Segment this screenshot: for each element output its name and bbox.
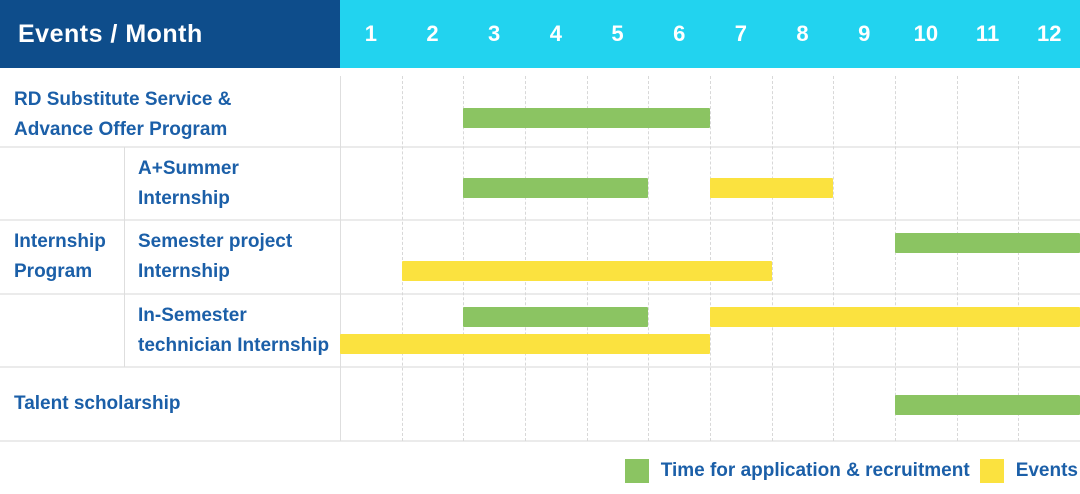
month-label: 8 <box>796 21 809 46</box>
row-label-semester-project-internship: Semester project Internship <box>138 231 293 282</box>
month-header-row: 1 2 3 4 5 6 7 8 9 10 11 12 <box>340 0 1080 68</box>
gantt-bar-green <box>895 395 1080 415</box>
group-sublabel-divider <box>124 147 125 367</box>
month-label: 7 <box>734 21 747 46</box>
month-gridline <box>525 76 526 441</box>
month-label: 6 <box>673 21 686 46</box>
month-label: 9 <box>858 21 871 46</box>
group-label-internship-program: Internship Program <box>14 231 106 282</box>
green-swatch-icon <box>624 459 649 483</box>
month-label: 10 <box>913 21 939 46</box>
gantt-bar-green <box>463 178 649 198</box>
legend-item-events: Events <box>979 459 1078 483</box>
table-bottom-border <box>0 440 1080 442</box>
month-gridline <box>956 76 958 441</box>
row-separator <box>0 366 1080 368</box>
month-gridline <box>1018 76 1020 441</box>
month-label: 12 <box>1036 21 1062 46</box>
gantt-bar-yellow <box>710 307 1080 327</box>
month-gridline <box>648 76 650 441</box>
row-separator <box>0 146 1080 148</box>
legend-label-events: Events <box>1015 460 1078 481</box>
yellow-swatch-icon <box>979 459 1004 483</box>
row-label-in-semester-technician-internship: In-Semester technician Internship <box>138 304 330 356</box>
month-gridline <box>586 76 588 441</box>
legend-label-application: Time for application & recruitment <box>660 460 970 481</box>
month-label: 2 <box>426 21 439 46</box>
gantt-bar-green <box>463 108 710 128</box>
month-label: 1 <box>364 21 377 46</box>
label-chart-divider <box>340 76 341 441</box>
month-gridline <box>771 76 773 441</box>
legend-item-application: Time for application & recruitment <box>624 459 970 483</box>
month-gridline <box>463 76 465 441</box>
gantt-bar-green <box>895 233 1080 253</box>
month-label: 11 <box>975 21 1000 46</box>
gantt-bar-green <box>463 307 649 327</box>
row-label-a-plus-summer-internship: A+Summer Internship <box>138 157 239 209</box>
month-gridline <box>895 76 896 441</box>
month-gridline <box>710 76 711 441</box>
month-gridline <box>833 76 835 441</box>
month-gridline <box>401 76 403 441</box>
gantt-bar-yellow <box>340 334 710 354</box>
events-month-header-cell: Events / Month <box>0 0 340 68</box>
chart-title: Events / Month <box>18 19 203 48</box>
month-label: 3 <box>488 21 501 46</box>
row-separator <box>0 219 1080 221</box>
row-label-talent-scholarship: Talent scholarship <box>14 393 181 414</box>
month-label: 5 <box>611 21 624 46</box>
legend: Time for application & recruitment Event… <box>0 456 1078 486</box>
month-label: 4 <box>549 21 562 46</box>
row-separator <box>0 293 1080 295</box>
gantt-bar-yellow <box>401 261 772 281</box>
gantt-bar-yellow <box>710 178 834 198</box>
row-label-rd-substitute: RD Substitute Service & Advance Offer Pr… <box>14 89 232 140</box>
